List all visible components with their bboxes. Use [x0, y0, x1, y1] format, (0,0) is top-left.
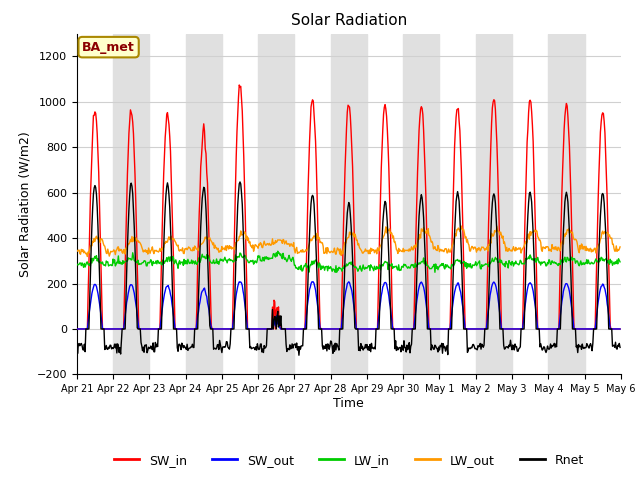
Bar [548, 34, 584, 374]
Y-axis label: Solar Radiation (W/m2): Solar Radiation (W/m2) [18, 131, 31, 277]
Bar [186, 34, 222, 374]
X-axis label: Time: Time [333, 397, 364, 410]
Bar [476, 34, 512, 374]
Bar [113, 34, 149, 374]
Text: BA_met: BA_met [82, 41, 135, 54]
Title: Solar Radiation: Solar Radiation [291, 13, 407, 28]
Legend: SW_in, SW_out, LW_in, LW_out, Rnet: SW_in, SW_out, LW_in, LW_out, Rnet [109, 449, 589, 472]
Bar [403, 34, 440, 374]
Bar [331, 34, 367, 374]
Bar [258, 34, 294, 374]
